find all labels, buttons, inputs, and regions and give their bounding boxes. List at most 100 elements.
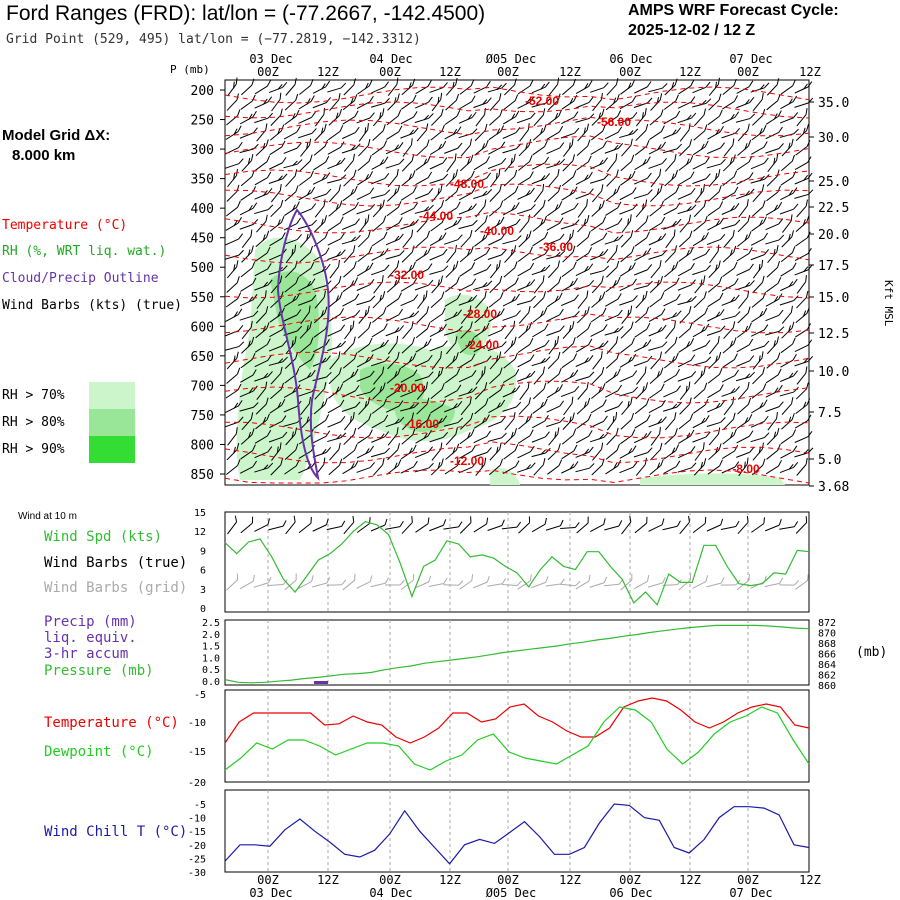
wind-barb: [779, 370, 798, 383]
forecast-cycle-label: AMPS WRF Forecast Cycle:: [628, 2, 839, 19]
wind-barb: [445, 93, 459, 111]
wind-barb: [650, 260, 662, 279]
wind-barb: [606, 411, 618, 431]
wind-barb: [634, 339, 652, 353]
wind-barb: [765, 143, 784, 154]
pressure-unit-label: (mb): [856, 645, 887, 660]
wind-barb: [502, 235, 522, 245]
wind-barb: [752, 351, 764, 370]
wind-barb: [342, 385, 360, 398]
wind-barb: [489, 109, 503, 126]
wind-barb: [312, 430, 331, 444]
wind-barb: [750, 324, 769, 337]
temperature-tick-label: -15: [188, 747, 206, 758]
wind-barb: [416, 306, 430, 324]
wind-barb: [502, 401, 522, 412]
wind-barb: [795, 215, 810, 232]
wind-barb: [531, 356, 551, 367]
wind-barb: [458, 219, 478, 230]
wind-barb: [591, 367, 605, 385]
time-axis: 00Z00Z12Z12Z00Z00Z12Z12Z00Z00Z12Z12Z00Z0…: [249, 52, 821, 900]
wind-barb-true: [487, 519, 505, 531]
wind-barb: [239, 460, 258, 474]
wind-barb: [546, 325, 565, 337]
wind-barb: [605, 293, 622, 307]
wind-barb: [722, 154, 736, 172]
wind-barb: [575, 279, 595, 291]
height-tick-label: 20.0: [818, 228, 849, 243]
wind-barb: [401, 245, 415, 263]
wind-barb: [227, 168, 238, 188]
wind-barb: [371, 248, 389, 261]
wind-barb: [313, 398, 328, 415]
pressure-tick-label: 250: [191, 114, 214, 129]
wind-barb: [401, 428, 416, 445]
wind-barb: [415, 322, 431, 339]
wind-barb: [737, 381, 750, 400]
hour-label-bottom: 00Z: [257, 873, 279, 887]
wind-barb: [343, 412, 355, 431]
wind-barb: [592, 442, 604, 461]
wind-barb-true: [531, 517, 547, 533]
wind-barb: [589, 432, 609, 443]
wind-barb: [240, 110, 257, 125]
wind-barb: [767, 411, 778, 431]
wind-barb: [708, 443, 722, 461]
cross-section-panel: -52.00 -56.00 -48.00 -44.00 -40.00 -36.00 -32.…: [170, 63, 895, 495]
wind-barb: [707, 368, 723, 384]
wind-barb: [342, 460, 359, 475]
wind-barb: [766, 260, 781, 278]
wind-barb: [619, 353, 637, 368]
wind-barb: [560, 219, 580, 230]
wind-barb: [459, 428, 475, 445]
wind-barb: [385, 233, 404, 246]
wind-barb: [299, 321, 313, 339]
wind-barb: [240, 369, 257, 383]
wind-barb: [678, 262, 695, 277]
wind-barb: [444, 368, 461, 384]
wind-barb: [794, 97, 814, 108]
wind-barb: [679, 381, 691, 401]
wind-barb: [664, 336, 678, 354]
wind-barb: [693, 108, 707, 127]
wind-barb: [532, 140, 548, 156]
wind-barb: [386, 217, 403, 231]
wind-barb-grid: [384, 579, 405, 586]
wind-barb: [562, 229, 574, 248]
wind-barb: [750, 415, 769, 428]
wind-barb: [780, 278, 798, 292]
wind-barb-grid: [342, 573, 356, 591]
wind-barb-grid: [226, 573, 239, 591]
wind-barb: [314, 107, 326, 127]
wind-barb: [343, 169, 357, 187]
wind-barb: [444, 110, 461, 125]
hour-label-top: 00Z: [257, 65, 279, 79]
day-label-top: Ø05 Dec: [486, 52, 537, 66]
wind-barb: [575, 371, 595, 382]
wind-barb: [298, 294, 317, 306]
wind-barb: [487, 249, 507, 260]
wind-barb: [591, 458, 605, 476]
wind-barb: [387, 260, 400, 279]
pressure-label: Pressure (mb): [44, 663, 154, 679]
wind-barb: [327, 157, 346, 170]
wind-speed-line: [224, 520, 810, 606]
temperature-contour-label: -36.00: [539, 240, 573, 254]
dewpoint-line: [224, 706, 810, 771]
wind-barb: [517, 338, 534, 353]
pressure-tick-label: 450: [191, 232, 214, 247]
wind-barb: [488, 292, 504, 308]
wind-barb: [445, 260, 459, 278]
wind-barb: [575, 80, 593, 95]
wind-barb: [605, 201, 622, 216]
wind-barb: [386, 459, 402, 475]
wind-barb: [589, 173, 609, 184]
wind-barb: [677, 204, 697, 215]
wind-barb: [283, 142, 302, 154]
wind-barb: [563, 396, 574, 416]
wind-barb-true: [706, 518, 724, 532]
wind-barb: [503, 78, 517, 96]
wind-barb: [430, 458, 444, 476]
wind-barb: [443, 417, 464, 427]
wind-barb: [750, 82, 770, 93]
